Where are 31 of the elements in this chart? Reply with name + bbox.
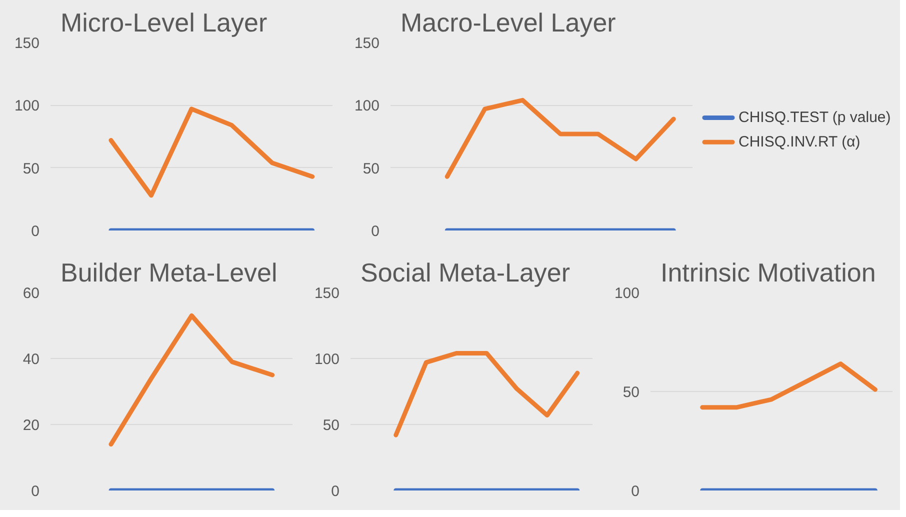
y-tick-label: 150 xyxy=(14,35,40,52)
line-series xyxy=(108,313,275,447)
y-tick-label: 100 xyxy=(314,351,340,368)
chart-title: Builder Meta-Level xyxy=(60,258,278,288)
y-tick-label: 100 xyxy=(614,285,640,302)
y-tick-label: 150 xyxy=(314,285,340,302)
line-series xyxy=(394,350,580,438)
y-tick-label: 100 xyxy=(354,98,380,115)
y-tick-label: 50 xyxy=(322,417,340,434)
chart-title: Intrinsic Motivation xyxy=(660,258,876,288)
legend-label: CHISQ.TEST (p value) xyxy=(738,109,891,126)
y-tick-label: 20 xyxy=(22,417,40,434)
y-tick-label: 60 xyxy=(22,285,40,302)
y-tick-label: 40 xyxy=(22,351,40,368)
y-tick-label: 50 xyxy=(362,160,380,178)
y-tick-label: 0 xyxy=(31,483,40,500)
y-tick-label: 50 xyxy=(22,160,40,178)
y-tick-label: 100 xyxy=(14,98,40,115)
y-tick-label: 0 xyxy=(371,223,380,240)
y-tick-label: 0 xyxy=(31,223,40,240)
line-series xyxy=(444,98,676,179)
chart-title: Micro-Level Layer xyxy=(60,8,268,38)
chart-title: Macro-Level Layer xyxy=(400,8,616,38)
legend-label: CHISQ.INV.RT (α) xyxy=(738,134,860,151)
line-series xyxy=(108,106,315,198)
y-tick-label: 150 xyxy=(354,35,380,52)
y-tick-label: 50 xyxy=(622,384,640,401)
y-tick-label: 0 xyxy=(631,483,640,500)
chart-title: Social Meta-Layer xyxy=(360,258,570,288)
line-series xyxy=(700,362,878,410)
y-tick-label: 0 xyxy=(331,483,340,500)
